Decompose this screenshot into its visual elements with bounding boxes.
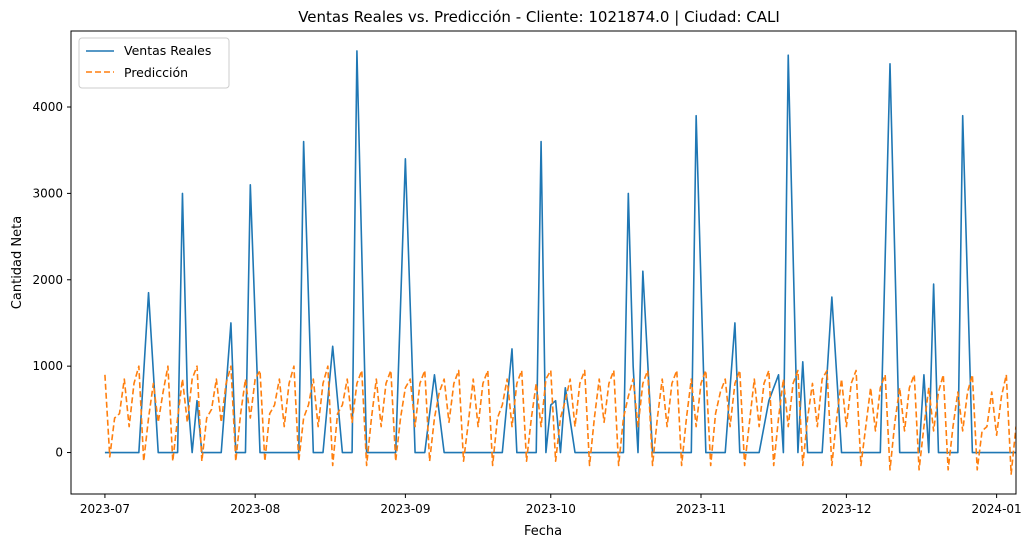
series-line-1 [104,365,1016,475]
x-tick-label: 2023-08 [230,502,280,516]
y-tick-label: 4000 [32,100,63,114]
y-tick-label: 3000 [32,186,63,200]
x-tick-label: 2023-09 [380,502,430,516]
plot-frame [70,30,1017,495]
series-line-0 [104,50,1016,454]
y-tick-label: 0 [55,446,63,460]
legend-label-prediccion: Predicción [124,65,188,80]
legend-label-ventas-reales: Ventas Reales [124,43,211,58]
x-tick-label: 2023-12 [821,502,871,516]
legend-box [78,37,230,89]
x-tick-label: 2024-01 [972,502,1022,516]
y-axis-label: Cantidad Neta [10,216,25,309]
x-tick-label: 2023-07 [80,502,130,516]
x-tick-label: 2023-10 [526,502,576,516]
y-axis: 0 1000 2000 3000 4000 [32,100,71,460]
x-axis: 2023-07 2023-08 2023-09 2023-10 2023-11 2023-… [80,494,1022,516]
y-tick-label: 1000 [32,359,63,373]
x-axis-label: Fecha [524,524,562,539]
chart-title: Ventas Reales vs. Predicción - Cliente: … [298,8,780,26]
series-layer [104,50,1016,475]
legend: Ventas Reales Predicción [78,37,230,89]
x-tick-label: 2023-11 [676,502,726,516]
y-tick-label: 2000 [32,273,63,287]
plot-area [70,30,1017,495]
